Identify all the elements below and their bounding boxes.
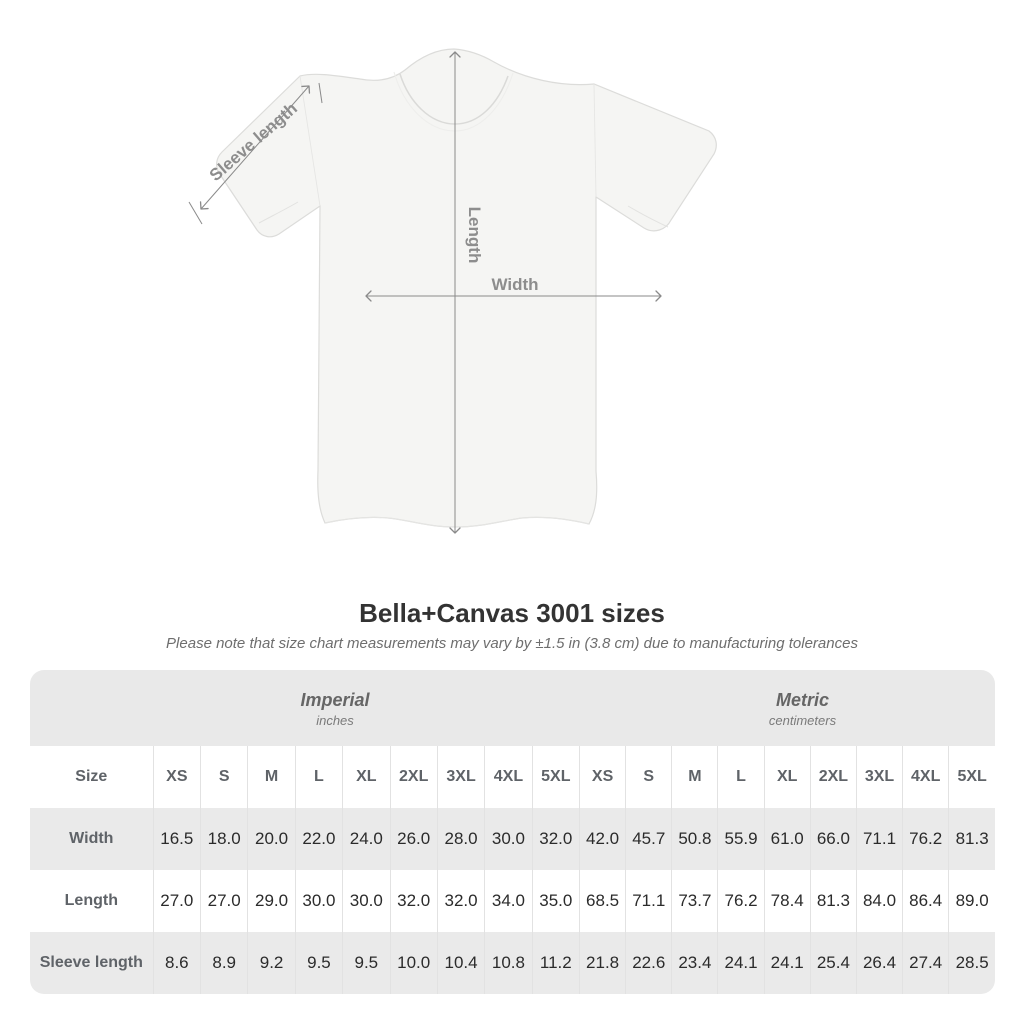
svg-text:Width: Width <box>491 275 538 294</box>
svg-text:Length: Length <box>465 207 484 264</box>
